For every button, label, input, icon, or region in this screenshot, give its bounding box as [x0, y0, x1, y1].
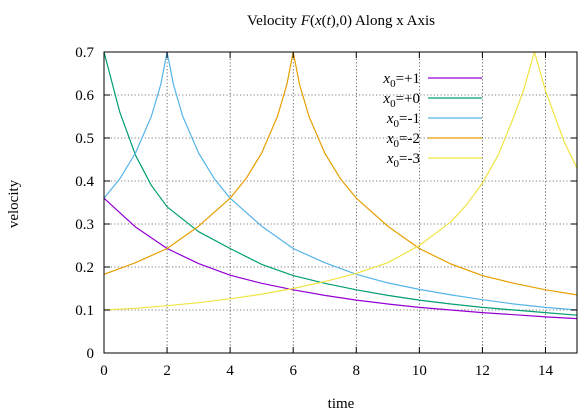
tick-marks: [103, 51, 577, 354]
legend-label: x0=-3: [386, 151, 420, 170]
chart-title-var-t: t: [327, 13, 332, 29]
plot-frame: [103, 51, 578, 354]
series-line-x0-1: [104, 52, 577, 311]
chart-title-function: F: [300, 13, 311, 29]
x-tick-label: 4: [226, 363, 234, 379]
series-line-x0-0: [104, 52, 577, 316]
y-tick-label: 0.5: [75, 131, 94, 147]
chart-title-var-open: (: [322, 13, 327, 29]
series-line-x0-3: [104, 52, 577, 311]
legend-label: x0=-1: [386, 111, 420, 130]
legend: x0=+1x0=+0x0=-1x0=-2x0=-3: [382, 71, 482, 170]
y-tick-labels: 0 0.1 0.2 0.3 0.4 0.5 0.6 0.7: [75, 45, 94, 362]
y-tick-label: 0.7: [75, 45, 94, 61]
x-tick-label: 8: [353, 363, 361, 379]
x-tick-labels: 0 2 4 6 8 10 12 14: [100, 363, 553, 379]
x-tick-label: 14: [538, 363, 554, 379]
grid: [104, 52, 577, 353]
series-line-x0-1: [104, 197, 577, 320]
chart-title-prefix: Velocity: [247, 13, 301, 29]
y-tick-label: 0.4: [75, 174, 94, 190]
legend-label: x0=+1: [382, 71, 420, 90]
x-tick-label: 2: [163, 363, 171, 379]
chart-title-var-x: x: [314, 13, 322, 29]
series-line-x0-2: [104, 52, 577, 296]
y-axis-label: velocity: [6, 179, 22, 228]
y-tick-label: 0: [87, 346, 95, 362]
y-tick-label: 0.6: [75, 88, 94, 104]
chart-title: Velocity F(x(t),0) Along x Axis: [247, 13, 435, 29]
x-tick-label: 12: [475, 363, 490, 379]
series-lines: [104, 52, 577, 320]
x-axis-label: time: [328, 396, 355, 412]
y-tick-label: 0.2: [75, 260, 94, 276]
y-tick-label: 0.3: [75, 217, 94, 233]
legend-label: x0=+0: [382, 91, 420, 110]
x-tick-label: 10: [412, 363, 427, 379]
chart-title-tail: ),0) Along x Axis: [331, 13, 435, 29]
chart-title-paren: (: [310, 13, 315, 29]
x-tick-label: 0: [100, 363, 108, 379]
x-tick-label: 6: [289, 363, 297, 379]
y-tick-label: 0.1: [75, 303, 94, 319]
legend-label: x0=-2: [386, 131, 420, 150]
